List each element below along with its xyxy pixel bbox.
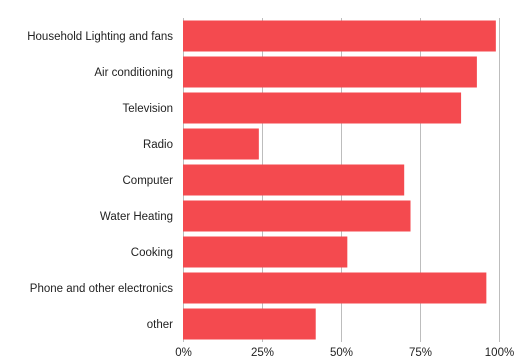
category-label: Television [123, 103, 174, 115]
x-tick-label: 75% [409, 347, 432, 359]
category-label: Household Lighting and fans [27, 31, 173, 43]
bar [183, 236, 348, 268]
bar [183, 308, 316, 340]
category-label: Cooking [131, 247, 173, 259]
bar [183, 164, 405, 196]
x-tick-label: 0% [175, 347, 192, 359]
x-tick-label: 100% [485, 347, 514, 359]
bar [183, 200, 411, 232]
category-label: other [147, 319, 173, 331]
category-labels: Household Lighting and fans Air condition… [27, 31, 173, 331]
category-label: Computer [123, 175, 174, 187]
bar [183, 128, 259, 160]
category-label: Phone and other electronics [30, 283, 173, 295]
bar [183, 272, 487, 304]
category-label: Air conditioning [94, 67, 173, 79]
bar [183, 56, 477, 88]
bars [183, 20, 496, 340]
category-label: Radio [143, 139, 173, 151]
bar [183, 92, 462, 124]
x-tick-labels: 0% 25% 50% 75% 100% [175, 347, 514, 359]
bar [183, 20, 496, 52]
category-label: Water Heating [100, 211, 173, 223]
x-tick-label: 50% [330, 347, 353, 359]
x-tick-label: 25% [251, 347, 274, 359]
